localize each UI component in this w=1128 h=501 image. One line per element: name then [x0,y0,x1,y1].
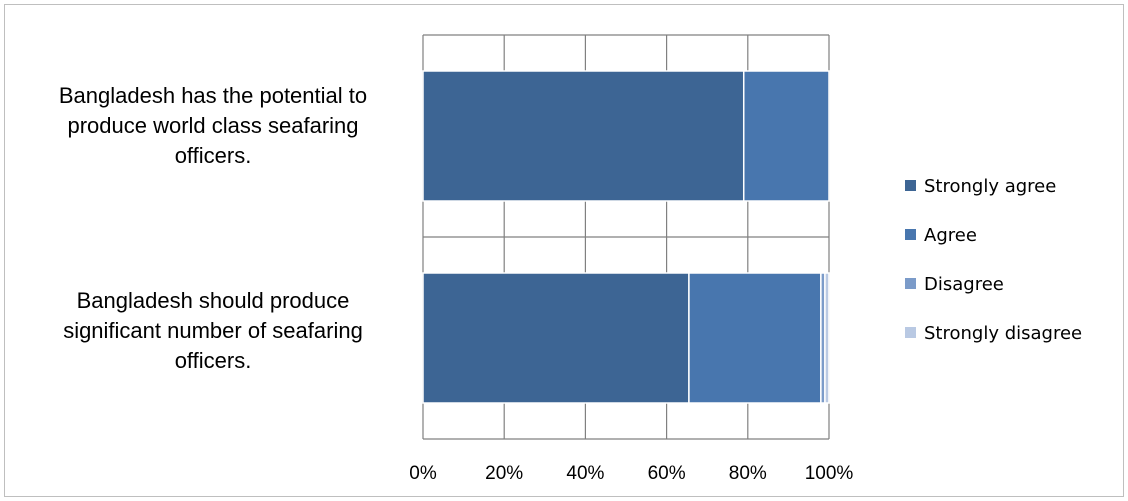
legend-swatch [905,278,916,289]
category-label: produce world class seafaring [67,113,358,138]
legend-label: Strongly disagree [924,323,1082,344]
bar-segment [422,272,690,404]
bar-segment [824,272,830,404]
x-tick-label: 20% [485,463,523,484]
category-label: Bangladesh should produce [77,288,350,313]
legend-swatch [905,327,916,338]
legend-label: Agree [924,225,977,246]
legend-swatch [905,180,916,191]
x-tick-label: 100% [805,463,854,484]
legend-label: Disagree [924,274,1004,295]
x-tick-label: 0% [409,463,437,484]
legend-label: Strongly agree [924,176,1056,197]
category-label: officers. [175,348,252,373]
bar-segment [688,272,822,404]
x-tick-label: 40% [566,463,604,484]
chart-frame: 0% 20% 40% 60% 80% 100% Bangladesh has the pot… [4,4,1124,497]
category-label: officers. [175,143,252,168]
bar-segment [422,70,745,202]
legend-swatch [905,229,916,240]
x-tick-label: 80% [729,463,767,484]
x-tick-label: 60% [648,463,686,484]
bar-segment [742,70,830,202]
category-label: Bangladesh has the potential to [59,83,367,108]
category-label: significant number of seafaring [63,318,363,343]
stacked-bar-chart: 0% 20% 40% 60% 80% 100% Bangladesh has the pot… [59,34,1082,484]
